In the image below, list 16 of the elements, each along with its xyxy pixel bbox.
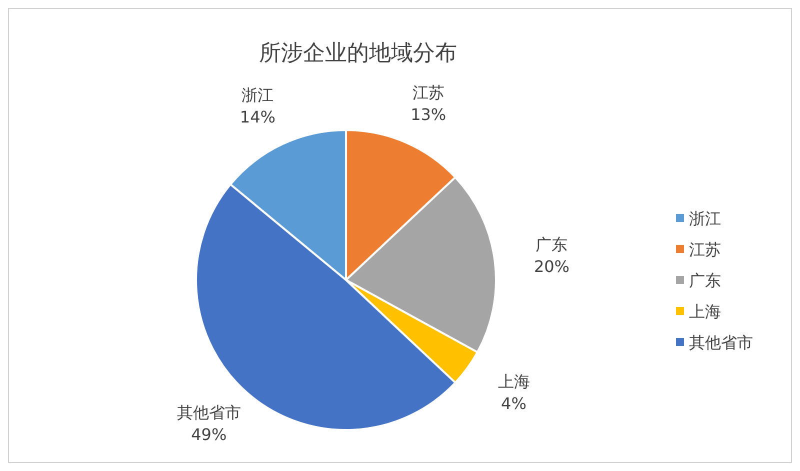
legend-label: 上海 bbox=[689, 302, 721, 321]
legend-label: 江苏 bbox=[689, 240, 721, 259]
slice-label: 江苏 bbox=[412, 82, 444, 102]
data-label: 14% bbox=[240, 107, 276, 126]
data-label: 4% bbox=[501, 394, 526, 413]
legend-label: 广东 bbox=[689, 271, 721, 290]
slice-label: 广东 bbox=[536, 234, 568, 254]
slice-label: 上海 bbox=[498, 372, 530, 391]
chart-title: 所涉企业的地域分布 bbox=[259, 41, 457, 66]
legend-label: 其他省市 bbox=[689, 333, 753, 352]
data-label: 13% bbox=[410, 104, 446, 124]
slice-label: 其他省市 bbox=[176, 403, 241, 422]
data-label: 20% bbox=[534, 256, 570, 276]
data-label: 49% bbox=[191, 425, 227, 444]
legend-label: 浙江 bbox=[689, 209, 721, 228]
slice-label: 浙江 bbox=[242, 85, 274, 104]
